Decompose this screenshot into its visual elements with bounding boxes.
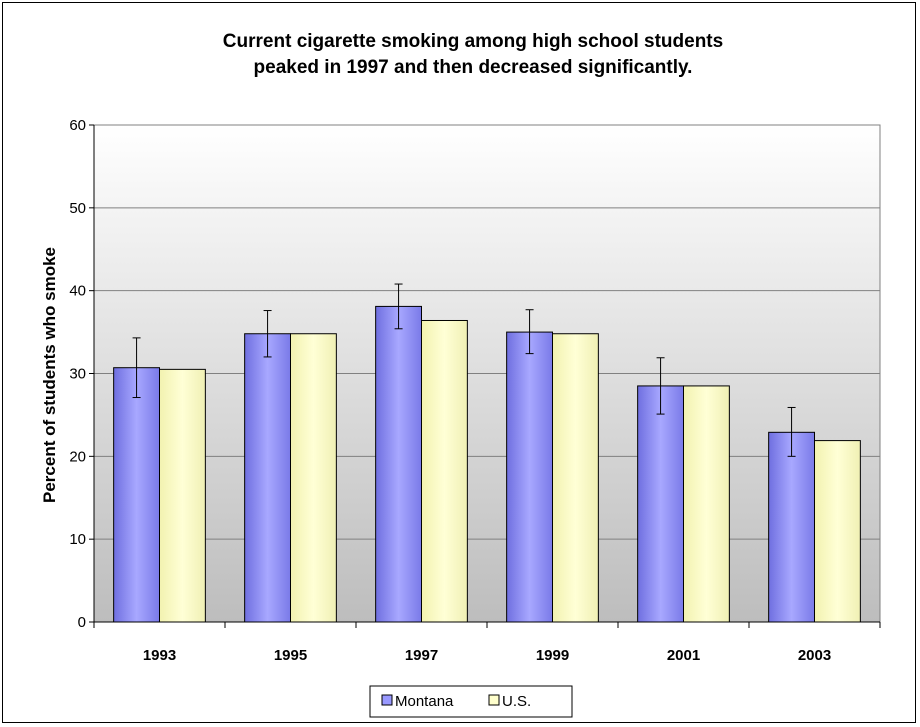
gridlines: [94, 207, 880, 540]
bar-montana-2003: [768, 431, 816, 623]
x-tick-label-1993: 1993: [143, 647, 176, 664]
x-tick-label-1995: 1995: [274, 647, 307, 664]
y-tick-label: 60: [69, 117, 86, 134]
bar-montana-2001: [637, 385, 685, 623]
y-tick-label: 10: [69, 531, 86, 548]
bar-montana-1993: [113, 367, 160, 623]
bar-us-2001: [683, 385, 730, 623]
legend: Montana U.S.: [369, 685, 573, 718]
axes: 0 10 20 30 40 50 60 1993 1995 1997 1999 2001 2003: [69, 117, 881, 664]
bar-montana-1995: [244, 333, 291, 623]
bar-us-1999: [552, 333, 599, 623]
y-tick-label: 30: [69, 366, 86, 383]
legend-label-montana: Montana: [395, 693, 454, 710]
chart-title-line-2: peaked in 1997 and then decreased signif…: [254, 57, 693, 78]
legend-swatch-us: [488, 694, 500, 706]
legend-swatch-montana: [381, 694, 393, 706]
y-tick-label: 40: [69, 283, 86, 300]
chart-title-line-1: Current cigarette smoking among high sch…: [223, 31, 723, 52]
y-axis-title: Percent of students who smoke: [40, 247, 59, 503]
x-tick-label-1999: 1999: [536, 647, 569, 664]
y-tick-label: 0: [78, 614, 86, 631]
bar-montana-1997: [375, 305, 422, 623]
bar-us-2003: [814, 440, 861, 623]
y-tick-label: 20: [69, 448, 86, 465]
bar-montana-1999: [506, 331, 553, 623]
y-tick-label: 50: [69, 200, 86, 217]
legend-label-us: U.S.: [502, 693, 531, 710]
bar-us-1993: [159, 368, 206, 623]
chart: Current cigarette smoking among high sch…: [40, 31, 881, 718]
bar-us-1995: [290, 333, 337, 623]
bars: [113, 283, 861, 623]
x-tick-label-2001: 2001: [667, 647, 700, 664]
x-tick-label-2003: 2003: [798, 647, 831, 664]
x-tick-label-1997: 1997: [405, 647, 438, 664]
legend-box: [369, 685, 573, 718]
bar-us-1997: [421, 319, 468, 623]
